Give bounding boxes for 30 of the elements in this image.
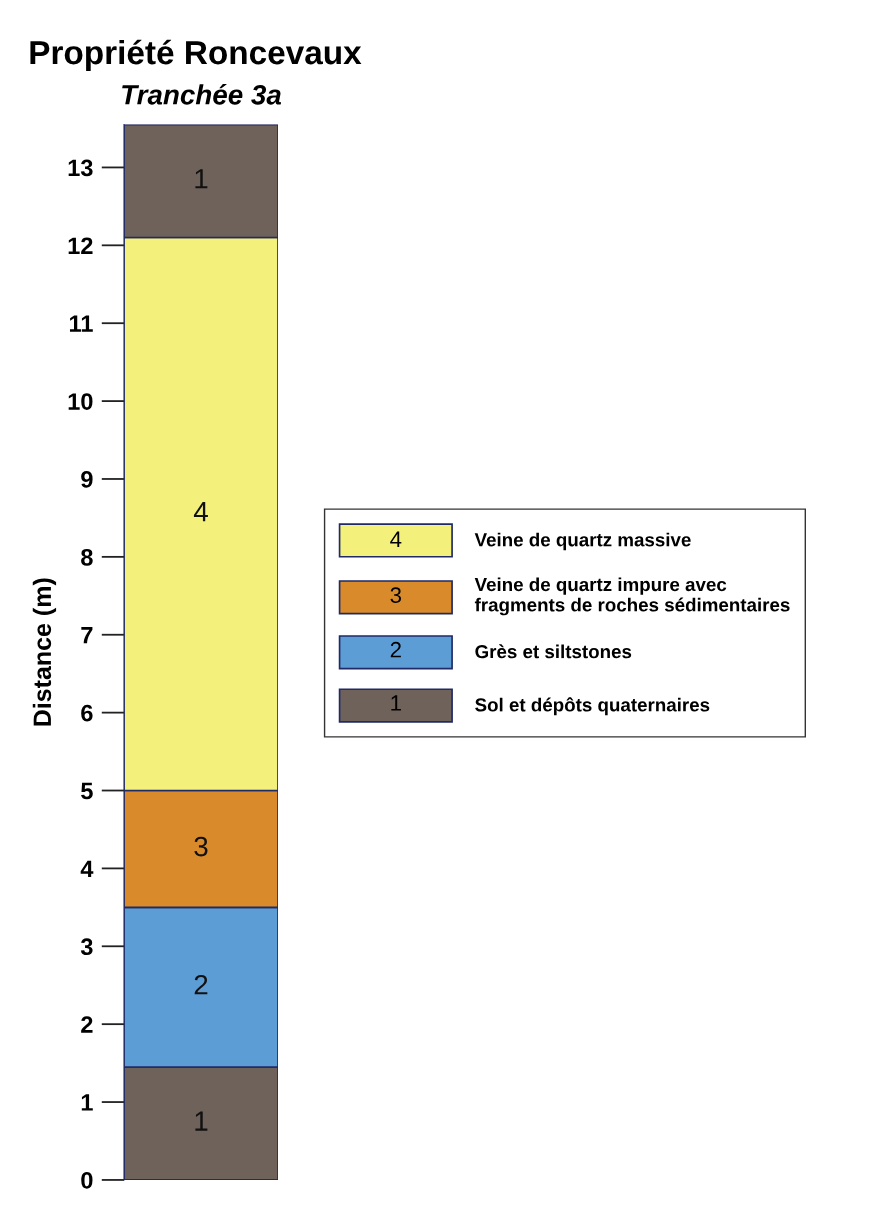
y-tick-label: 7 (81, 627, 93, 644)
y-tick-label: 1 (81, 1094, 93, 1111)
y-tick-label: 11 (69, 315, 93, 332)
annotation: 4 (193, 502, 208, 522)
text: 3 (390, 587, 402, 604)
text: 1 (391, 695, 401, 711)
text: Veine de quartz massive (474, 532, 691, 551)
y-tick-label: 13 (68, 159, 93, 177)
y-axis-title: Distance (m) (32, 578, 57, 726)
y-tick-label: 12 (68, 237, 93, 254)
y-tick-label: 4 (80, 860, 94, 877)
y-tick-label: 3 (80, 938, 93, 956)
y-tick-label: 9 (81, 471, 93, 488)
text: Veine de quartz impure avec fragments de roches sédimentaires (474, 577, 790, 616)
text: 4 (390, 531, 402, 547)
annotation: 1 (195, 1111, 208, 1131)
chart-title: Propriété Roncevaux (30, 39, 362, 72)
y-tick-label: 6 (81, 704, 93, 722)
chart-subtitle: Tranchée 3a (122, 83, 282, 105)
y-tick-label: 10 (68, 393, 93, 410)
text: 2 (390, 641, 401, 658)
y-tick-label: 5 (81, 782, 93, 800)
y-tick-label: 2 (81, 1016, 93, 1033)
text: Sol et dépôts quaternaires (475, 697, 710, 716)
annotation: 1 (195, 169, 208, 189)
text: Grès et siltstones (475, 644, 632, 659)
annotation: 2 (194, 974, 208, 995)
y-tick-label: 0 (81, 1172, 93, 1189)
annotation: 3 (194, 836, 208, 857)
y-tick-label: 8 (81, 548, 93, 566)
